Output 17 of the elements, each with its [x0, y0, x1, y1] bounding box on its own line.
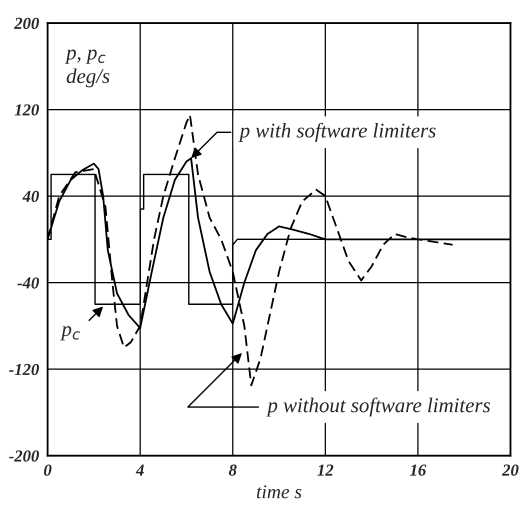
y-tick-label: -40 — [17, 277, 39, 289]
x-axis-title: time s — [256, 485, 302, 498]
y-axis-title: p, p$_{c}$ deg/s — [64, 50, 110, 88]
annotation: p with software limiters — [238, 122, 436, 142]
annotation: p without software limiters — [266, 397, 490, 417]
x-tick-label: 4 — [136, 464, 144, 476]
y-tick-label: -200 — [9, 450, 39, 462]
y-tick-label: 120 — [14, 104, 39, 116]
y-tick-label: -120 — [9, 364, 39, 376]
x-tick-label: 12 — [317, 464, 334, 476]
x-tick-label: 8 — [228, 464, 237, 476]
x-tick-label: 0 — [44, 464, 52, 476]
y-tick-label: 200 — [14, 18, 39, 29]
x-tick-label: 20 — [502, 464, 519, 476]
y-tick-label: 40 — [22, 190, 39, 202]
annotation: p$_{c}$ — [60, 326, 80, 340]
x-tick-label: 16 — [410, 464, 426, 476]
